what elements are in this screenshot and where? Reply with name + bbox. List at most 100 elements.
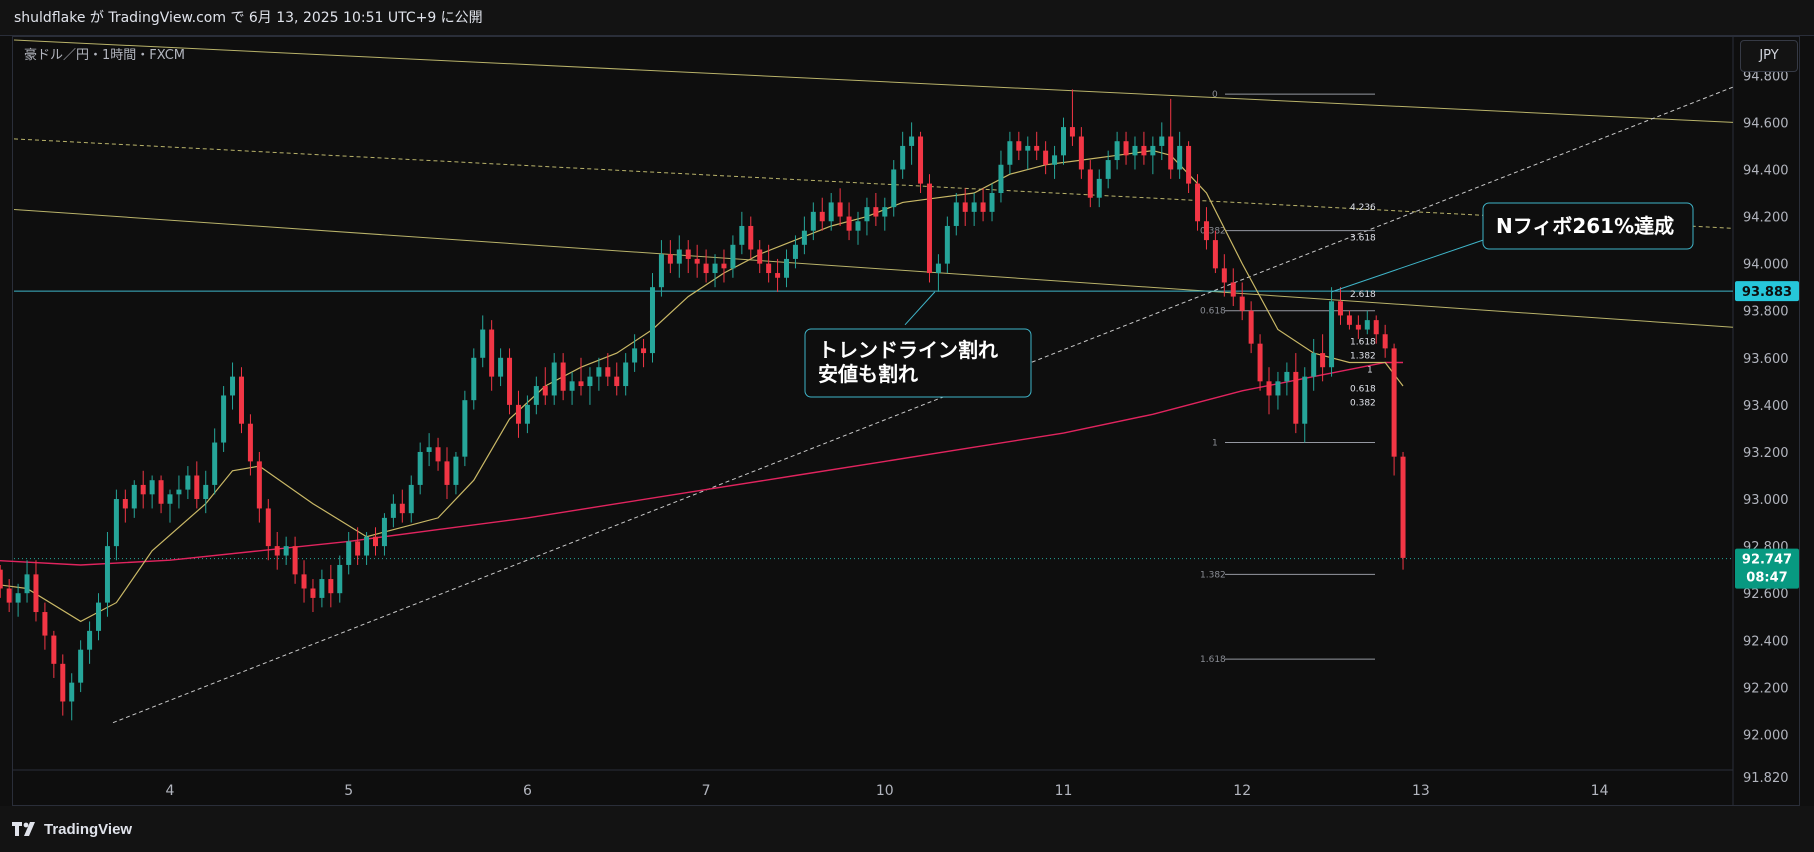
candle-body xyxy=(944,225,950,264)
candle-body xyxy=(766,263,772,274)
candle-body xyxy=(1337,301,1343,316)
current-line-price-tag: 93.883 xyxy=(1735,281,1799,302)
candle-body xyxy=(730,244,736,269)
tradingview-brand: TradingView xyxy=(44,820,133,838)
time-tick-label: 6 xyxy=(523,783,532,799)
candle-body xyxy=(1123,141,1129,156)
short-moving-average xyxy=(0,149,1404,623)
candle-body xyxy=(1355,324,1361,330)
callout-text: トレンドライン割れ xyxy=(818,338,998,362)
candle-body xyxy=(980,202,986,212)
candle-body xyxy=(96,602,102,631)
candle-body xyxy=(444,461,450,485)
rising-support-dashed-line xyxy=(112,86,1734,724)
candle-body xyxy=(1275,381,1281,396)
candle-body xyxy=(721,263,727,269)
fib-level-label: 2.618 xyxy=(1350,290,1376,300)
candle-body xyxy=(140,484,146,495)
candle-body xyxy=(1302,376,1308,424)
candle-body xyxy=(909,136,915,146)
candle-body xyxy=(614,376,620,387)
candle-body xyxy=(855,221,861,231)
price-tick-label: 92.600 xyxy=(1743,587,1789,602)
fib-level-label: 0.382 xyxy=(1350,399,1376,409)
price-tick-label: 93.600 xyxy=(1743,352,1789,367)
candle-body xyxy=(953,202,959,226)
candle-body xyxy=(792,244,798,259)
candle-body xyxy=(1078,136,1084,170)
candle-body xyxy=(524,404,530,424)
candle-body xyxy=(185,475,191,490)
candle-body xyxy=(775,273,781,278)
callout-box xyxy=(804,328,1032,398)
candle-body xyxy=(87,630,93,650)
last-price-tag: 92.747 08:47 xyxy=(1735,548,1799,589)
candle-body xyxy=(364,536,370,556)
candle-body xyxy=(1016,141,1022,151)
candlestick-chart[interactable]: 94.800 94.600 94.400 94.200 94.000 93.800 93.6… xyxy=(0,0,1814,806)
candle-body xyxy=(203,484,209,500)
callout-fib-261: Nフィボ261%達成 xyxy=(1331,202,1694,293)
price-tick-label: 92.400 xyxy=(1743,634,1789,649)
currency-button[interactable]: JPY xyxy=(1740,40,1798,72)
candle-body xyxy=(649,287,655,354)
candle-body xyxy=(1007,141,1013,165)
candle-body xyxy=(1043,150,1049,165)
fib-level-label: 1 xyxy=(1367,366,1373,376)
price-tag-text: 93.883 xyxy=(1742,285,1792,300)
candle-body xyxy=(587,376,593,387)
fib-level-label: 3.618 xyxy=(1350,234,1376,244)
candle-body xyxy=(1203,221,1209,241)
lower-trendline xyxy=(13,208,1734,328)
candle-body xyxy=(1186,145,1192,184)
candle-body xyxy=(381,517,387,547)
time-tick-label: 10 xyxy=(876,783,894,799)
candle-body xyxy=(158,480,164,504)
candle-body xyxy=(998,164,1004,194)
candle-body xyxy=(15,593,21,603)
tradingview-logo[interactable]: TradingView xyxy=(12,818,132,840)
candle-body xyxy=(122,499,128,509)
candle-body xyxy=(167,494,173,504)
candle-body xyxy=(194,475,200,500)
candle-body xyxy=(60,663,66,702)
price-tick-label: 93.200 xyxy=(1743,446,1789,461)
candle-body xyxy=(551,362,557,396)
candle-body xyxy=(864,207,870,222)
chart-pane[interactable] xyxy=(12,36,1800,806)
candle-body xyxy=(1284,371,1290,382)
candle-body xyxy=(1141,145,1147,156)
candle-body xyxy=(301,574,307,589)
candle-body xyxy=(51,635,57,664)
candle-body xyxy=(1025,145,1031,151)
candle-body xyxy=(1320,353,1326,368)
time-tick-label: 14 xyxy=(1591,783,1609,799)
candle-body xyxy=(462,400,468,457)
publish-text: shuldflake が TradingView.com で 6月 13, 20… xyxy=(14,10,483,26)
candle-body xyxy=(846,216,852,231)
candle-body xyxy=(1230,282,1236,297)
price-tick-label: 94.000 xyxy=(1743,258,1789,273)
candle-body xyxy=(1293,371,1299,424)
candle-body xyxy=(1114,141,1120,161)
candle-body xyxy=(676,249,682,264)
fib-level-label: 1.618 xyxy=(1350,337,1376,347)
candle-body xyxy=(667,254,673,264)
candle-body xyxy=(703,263,709,274)
candle-body xyxy=(1329,301,1335,368)
candle-body xyxy=(417,451,423,485)
candle-body xyxy=(426,447,432,452)
candle-body xyxy=(131,484,137,509)
tradingview-logo-icon xyxy=(12,822,35,836)
callout-box xyxy=(1482,202,1694,250)
candle-body xyxy=(390,503,396,518)
candle-body xyxy=(0,569,3,589)
candle-body xyxy=(176,489,182,495)
candle-body xyxy=(605,367,611,377)
candle-body xyxy=(685,249,691,259)
candle-body xyxy=(837,202,843,217)
price-tick-label: 94.600 xyxy=(1743,116,1789,131)
price-tick-label: 92.200 xyxy=(1743,681,1789,696)
callout-pointer xyxy=(904,291,936,326)
fib-level-label: 1 xyxy=(1212,439,1218,449)
